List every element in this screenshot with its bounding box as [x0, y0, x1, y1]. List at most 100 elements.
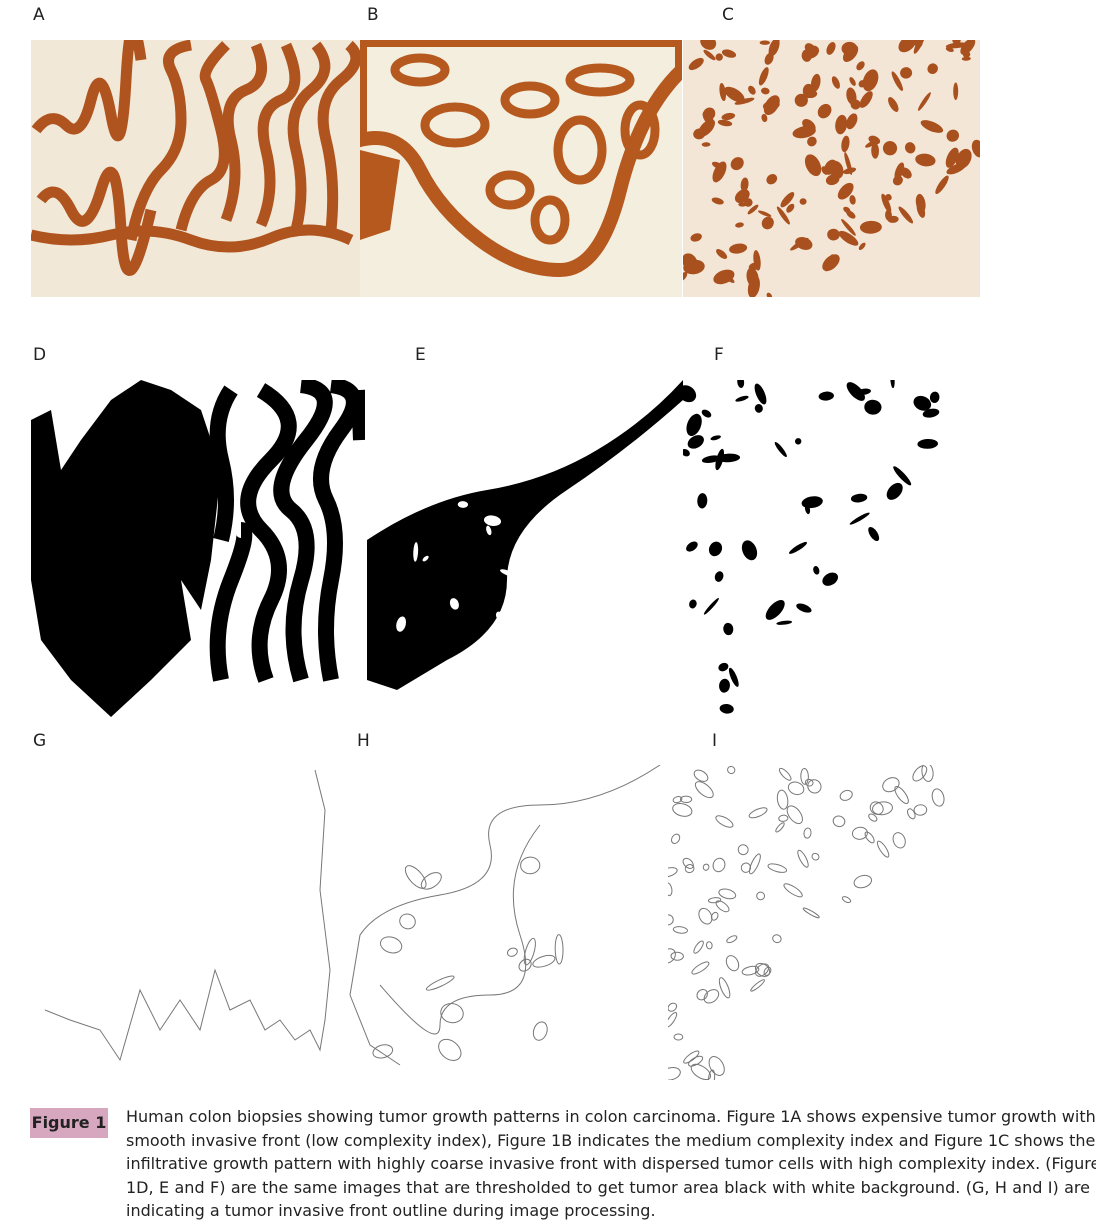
texture — [945, 147, 959, 168]
texture — [783, 883, 803, 898]
texture — [846, 113, 858, 130]
texture — [778, 814, 789, 822]
texture — [761, 216, 774, 230]
texture — [741, 540, 758, 561]
texture — [882, 777, 900, 793]
texture — [735, 395, 749, 402]
texture — [715, 448, 725, 471]
texture — [723, 622, 734, 636]
texture — [438, 1038, 462, 1061]
image-i — [668, 765, 945, 1080]
texture — [686, 541, 698, 552]
texture — [849, 195, 856, 205]
texture — [693, 769, 709, 782]
image-d — [31, 380, 365, 717]
texture — [726, 935, 738, 944]
texture — [457, 501, 469, 508]
texture — [689, 599, 697, 609]
texture — [719, 703, 734, 714]
caption-line: 1D, E and F) are the same images that ar… — [126, 1177, 1090, 1197]
texture — [372, 1044, 394, 1059]
texture — [708, 1056, 725, 1076]
image-b — [360, 40, 682, 297]
texture — [734, 189, 750, 204]
texture — [885, 194, 892, 201]
texture — [900, 167, 912, 179]
texture — [698, 907, 713, 925]
texture — [837, 182, 854, 200]
texture — [811, 852, 820, 861]
texture — [929, 391, 940, 403]
texture — [721, 112, 736, 121]
texture — [422, 555, 429, 562]
panel-label: H — [357, 731, 370, 751]
texture — [844, 152, 853, 175]
texture — [776, 206, 790, 225]
texture — [898, 40, 917, 53]
texture — [853, 874, 873, 889]
texture — [817, 103, 832, 119]
texture — [835, 114, 848, 135]
panel-label: F — [714, 345, 724, 365]
texture — [722, 272, 735, 283]
texture — [703, 597, 719, 615]
texture — [858, 242, 866, 250]
texture — [800, 768, 809, 785]
panel-label: A — [33, 5, 45, 25]
texture — [849, 512, 870, 525]
texture — [683, 253, 698, 271]
texture — [772, 934, 782, 944]
caption-line: Human colon biopsies showing tumor growt… — [126, 1107, 1096, 1126]
texture — [668, 1067, 681, 1080]
texture — [425, 975, 455, 991]
texture — [864, 831, 875, 844]
texture — [748, 807, 768, 819]
texture — [707, 897, 722, 904]
texture — [701, 142, 711, 147]
texture — [404, 865, 427, 889]
texture — [486, 525, 492, 536]
texture — [818, 391, 834, 401]
texture — [764, 52, 774, 65]
texture — [849, 77, 856, 86]
texture — [804, 778, 814, 787]
texture — [872, 801, 893, 816]
texture — [763, 966, 772, 976]
texture — [865, 139, 878, 148]
texture — [913, 395, 932, 411]
texture — [931, 788, 945, 807]
texture — [846, 382, 865, 401]
texture — [717, 119, 733, 127]
texture — [700, 40, 717, 50]
texture — [822, 572, 839, 586]
texture — [532, 954, 556, 968]
texture — [399, 913, 416, 930]
texture — [719, 82, 727, 102]
texture — [396, 616, 407, 632]
texture — [927, 63, 938, 75]
texture — [754, 404, 763, 413]
figure-label: Figure 1 — [30, 1108, 108, 1138]
texture — [768, 40, 780, 57]
texture — [961, 56, 971, 61]
texture — [747, 275, 760, 297]
texture — [841, 896, 852, 904]
texture — [688, 1055, 704, 1067]
texture — [841, 41, 858, 56]
texture — [971, 139, 980, 158]
texture — [379, 936, 403, 954]
texture — [693, 940, 704, 954]
texture — [796, 603, 812, 613]
texture — [762, 100, 780, 111]
texture — [774, 441, 787, 458]
texture — [810, 73, 821, 92]
texture — [686, 413, 702, 437]
texture — [721, 49, 737, 58]
texture — [807, 779, 822, 794]
texture — [672, 796, 683, 804]
texture — [846, 87, 857, 105]
texture — [953, 82, 959, 101]
figure-caption: Human colon biopsies showing tumor growt… — [126, 1105, 1096, 1223]
texture — [955, 148, 972, 169]
texture — [757, 210, 772, 217]
